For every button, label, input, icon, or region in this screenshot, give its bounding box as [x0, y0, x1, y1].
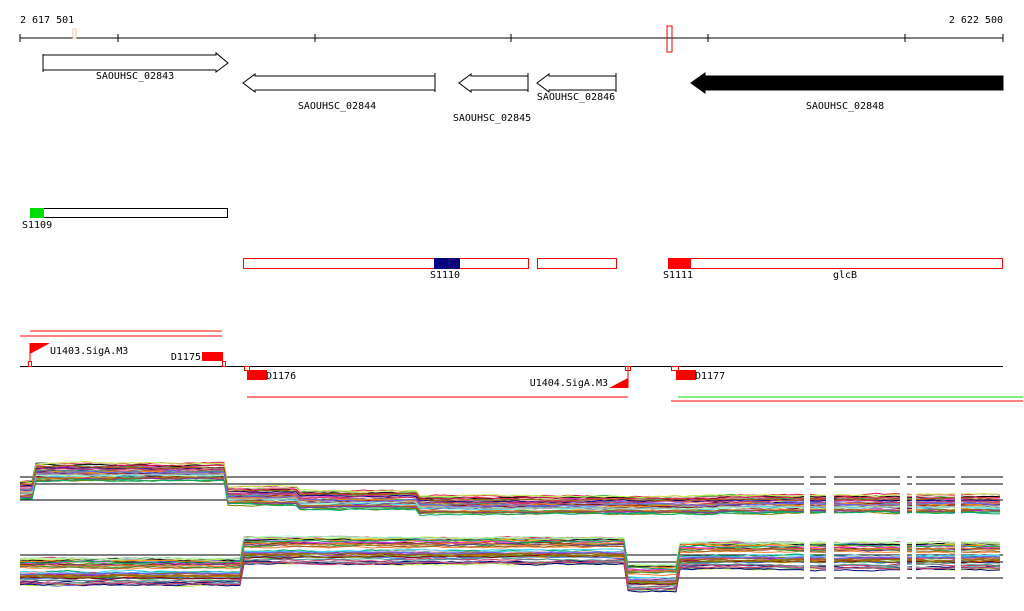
expression-trace [19, 558, 1001, 590]
expression-trace [20, 553, 1001, 584]
transcript-S1109[interactable]: S1109 [22, 208, 228, 232]
expression-trace [19, 464, 1001, 502]
ruler-end-label: 2 622 500 [949, 15, 1003, 26]
transcript-S1111[interactable]: S1111 glcB [663, 258, 1003, 281]
feature-label: U1404.SigA.M3 [530, 378, 608, 389]
terminator-D1177[interactable]: D1177 [671, 366, 726, 383]
data-gap [900, 530, 907, 600]
data-gap [912, 530, 916, 600]
transcript-label-glcB: glcB [833, 270, 857, 281]
data-gap [826, 455, 834, 525]
expression-trace [19, 467, 1001, 504]
promoter-U1404[interactable]: U1404.SigA.M3 [530, 366, 631, 389]
ruler-start-label: 2 617 501 [20, 15, 74, 26]
transcript-S1110[interactable]: S1110 [243, 258, 529, 281]
feature-label: D1177 [695, 371, 725, 382]
expression-trace [19, 536, 1001, 567]
expression-profile-reverse [19, 530, 1003, 600]
terminator-D1175[interactable]: D1175 [171, 352, 226, 367]
promoter-U1403[interactable]: U1403.SigA.M3 [28, 343, 129, 367]
expression-trace [19, 466, 1001, 503]
feature-label: U1403.SigA.M3 [50, 346, 128, 357]
expression-trace [19, 544, 1001, 574]
position-marker[interactable] [666, 25, 673, 53]
transcript-track: S1109 S1110 S1111 glcB [22, 208, 1003, 281]
data-gap [955, 530, 961, 600]
marker-faint [72, 28, 77, 39]
expression-trace [19, 552, 1001, 583]
expression-trace [19, 470, 1001, 508]
data-gap [955, 455, 961, 525]
data-gap [900, 455, 907, 525]
gene-SAOUHSC_02846[interactable]: SAOUHSC_02846 [536, 73, 617, 103]
gene-SAOUHSC_02844[interactable]: SAOUHSC_02844 [242, 73, 436, 112]
expression-trace [19, 464, 1001, 500]
data-gap [804, 455, 810, 525]
gene-label: SAOUHSC_02845 [453, 113, 531, 124]
transcript-segment[interactable] [537, 258, 617, 269]
expression-trace [19, 539, 1001, 571]
gene-label: SAOUHSC_02846 [537, 92, 615, 103]
gene-label: SAOUHSC_02843 [96, 71, 174, 82]
coordinate-ruler: 2 617 501 2 622 500 [19, 15, 1004, 53]
gene-label: SAOUHSC_02848 [806, 101, 884, 112]
expression-trace [19, 541, 1001, 573]
transcript-label: S1110 [430, 270, 460, 281]
gene-SAOUHSC_02848[interactable]: SAOUHSC_02848 [690, 72, 1004, 112]
expression-trace [20, 538, 1001, 569]
expression-profile-forward [19, 455, 1003, 525]
expression-trace [19, 535, 1001, 566]
expression-trace [19, 472, 1001, 510]
expression-trace [19, 561, 1001, 591]
expression-trace [19, 478, 1001, 516]
regulatory-track: U1403.SigA.M3 D1175 D1176 U1404.SigA.M3 … [20, 330, 1023, 402]
gene-SAOUHSC_02845[interactable]: SAOUHSC_02845 [453, 73, 531, 124]
terminator-D1176[interactable]: D1176 [244, 366, 297, 383]
data-gap [804, 530, 810, 600]
expression-trace [19, 538, 1001, 570]
data-gap [912, 455, 916, 525]
transcript-label: S1111 [663, 270, 693, 281]
feature-label: D1176 [266, 371, 296, 382]
gene-SAOUHSC_02843[interactable]: SAOUHSC_02843 [42, 51, 229, 82]
gene-label: SAOUHSC_02844 [298, 101, 376, 112]
gene-track: SAOUHSC_02843 SAOUHSC_02844 SAOUHSC_0284… [42, 51, 1004, 124]
data-gap [826, 530, 834, 600]
expression-trace [19, 476, 1001, 514]
expression-trace [19, 556, 1001, 589]
feature-label: D1175 [171, 352, 201, 363]
transcript-label: S1109 [22, 220, 52, 231]
expression-trace [19, 460, 1001, 499]
